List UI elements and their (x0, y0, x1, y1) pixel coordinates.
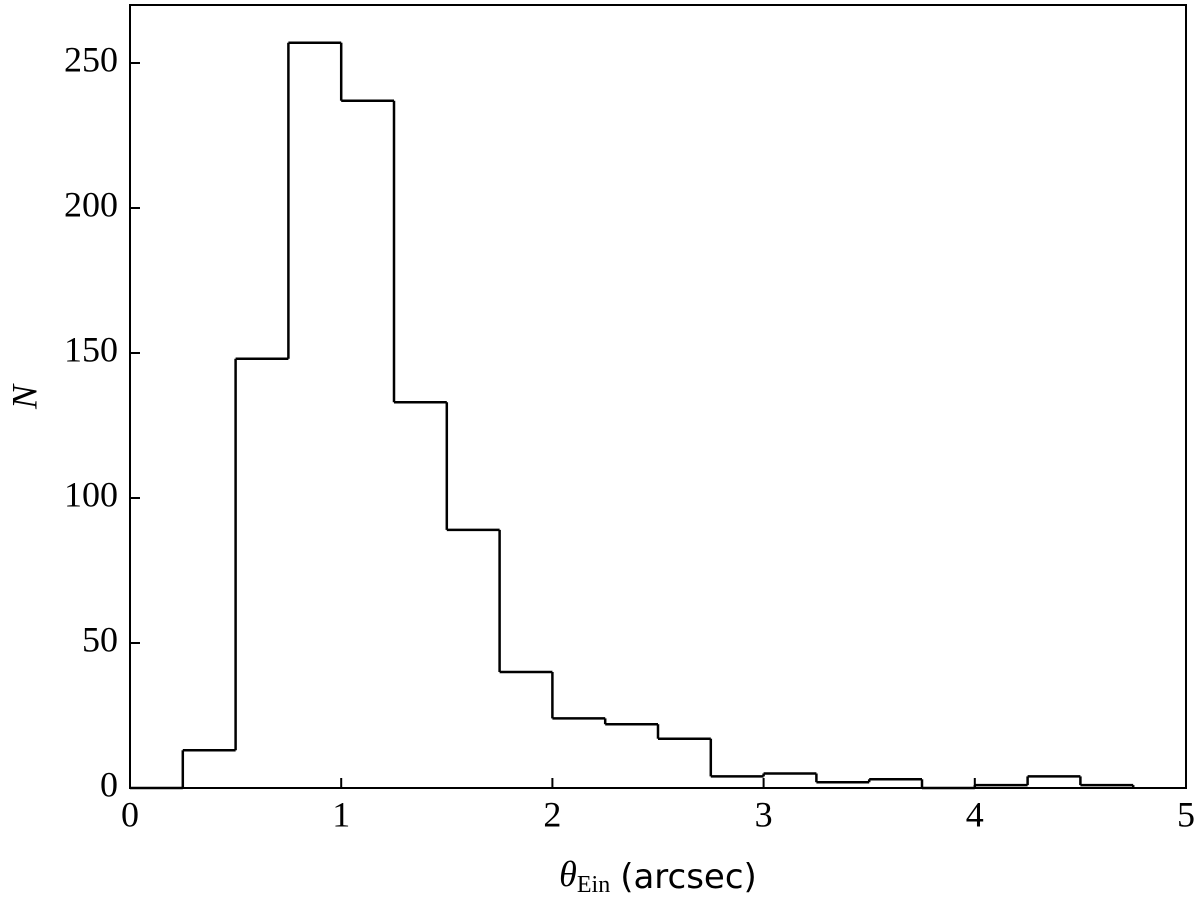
y-axis-label: N (4, 383, 44, 410)
x-label-unit: (arcsec) (620, 857, 757, 897)
x-axis-label: θEin (arcsec) (559, 854, 757, 897)
y-tick-label: 200 (64, 184, 118, 224)
y-tick-label: 250 (64, 39, 118, 79)
x-tick-label: 1 (332, 794, 350, 834)
plot-frame (129, 4, 1187, 789)
x-tick-label: 3 (755, 794, 773, 834)
y-tick-label: 150 (64, 329, 118, 369)
x-label-subscript: Ein (577, 872, 610, 898)
x-tick-label: 5 (1177, 794, 1195, 834)
x-tick-label: 2 (543, 794, 561, 834)
y-tick-label: 100 (64, 474, 118, 514)
x-label-symbol: θ (559, 854, 577, 894)
y-tick-label: 50 (82, 619, 118, 659)
y-tick-label: 0 (100, 764, 118, 804)
x-tick-label: 0 (121, 794, 139, 834)
x-tick-label: 4 (966, 794, 984, 834)
